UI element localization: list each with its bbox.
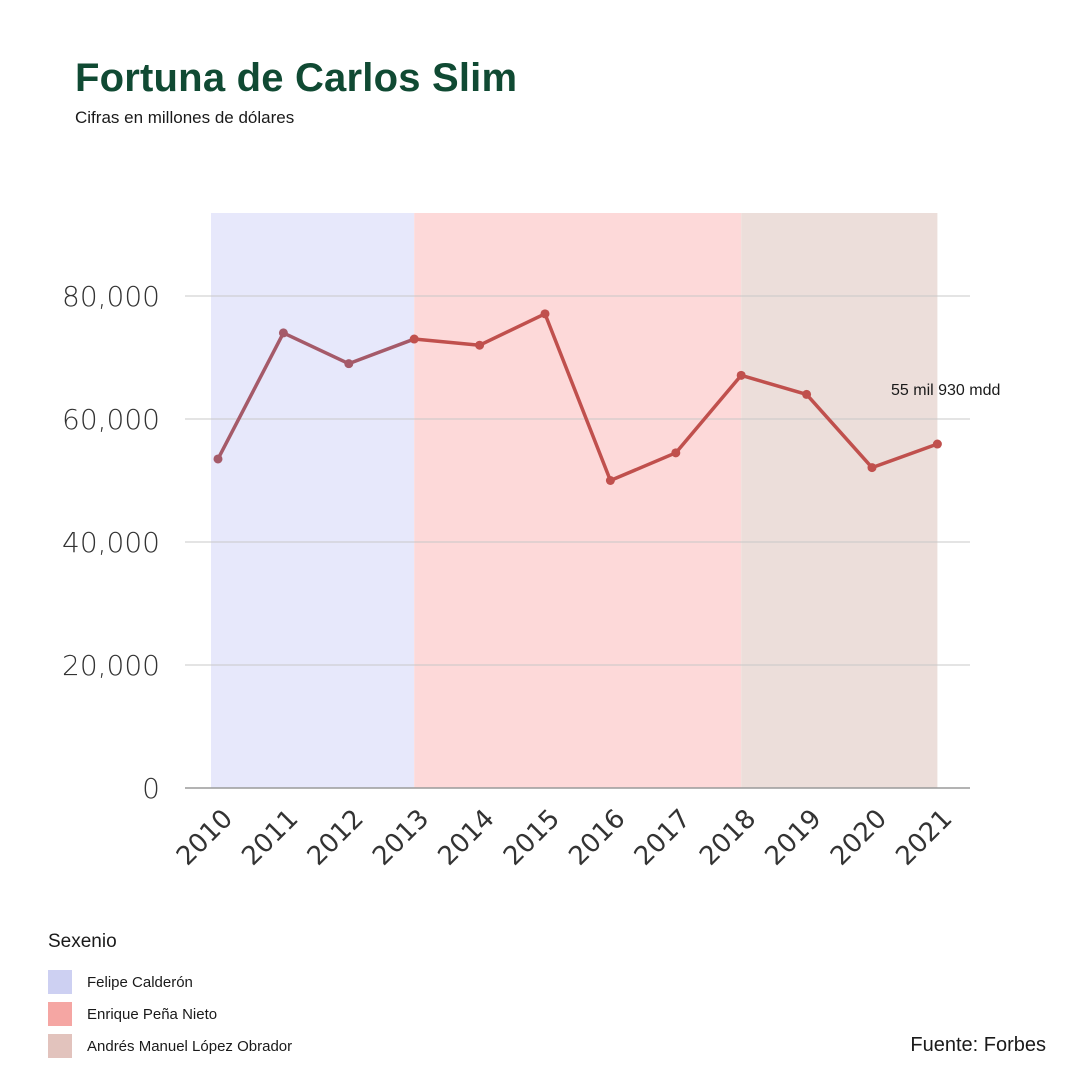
y-tick-label: 60,000 [62, 403, 160, 436]
grid-lines [185, 295, 970, 789]
series-line-segment [412, 337, 482, 347]
annotation-label: 55 mil 930 mdd [891, 382, 1000, 399]
x-tick-label: 2013 [367, 804, 435, 872]
x-tick-label: 2016 [563, 804, 631, 872]
data-point [671, 448, 681, 458]
series-line-segment [281, 331, 351, 366]
data-point [867, 463, 877, 473]
source-note: Fuente: Forbes [910, 1034, 1046, 1056]
legend-label: Felipe Calderón [87, 973, 193, 991]
series-line-segment [674, 373, 743, 455]
y-tick-label: 0 [142, 772, 160, 805]
period-band [414, 213, 742, 788]
series-line-segment [477, 312, 547, 347]
x-axis-ticks: 2010201120122013201420152016201720182019… [171, 804, 958, 872]
series-line-segment [804, 392, 874, 470]
data-point [278, 328, 288, 338]
chart-title: Fortuna de Carlos Slim [75, 56, 518, 100]
legend-swatch [48, 1034, 72, 1058]
x-tick-label: 2011 [236, 804, 304, 872]
legend-title: Sexenio [48, 931, 117, 952]
legend-swatch [48, 1002, 72, 1026]
data-point [540, 309, 550, 319]
x-tick-label: 2010 [171, 804, 239, 872]
data-point [213, 454, 223, 464]
data-point [932, 439, 942, 449]
series-line-segment [543, 312, 613, 483]
series-line-segment [870, 442, 940, 470]
x-tick-label: 2017 [629, 804, 697, 872]
x-tick-label: 2020 [825, 804, 893, 872]
period-band [741, 213, 938, 788]
y-tick-label: 20,000 [62, 649, 160, 682]
y-tick-label: 40,000 [62, 526, 160, 559]
chart-subtitle: Cifras en millones de dólares [75, 108, 295, 127]
legend-item-calderon: Felipe Calderón [48, 970, 193, 994]
legend-label: Enrique Peña Nieto [87, 1005, 218, 1023]
x-tick-label: 2021 [890, 804, 958, 872]
legend-swatch [48, 970, 72, 994]
x-tick-label: 2012 [302, 804, 370, 872]
x-tick-label: 2014 [433, 804, 501, 872]
y-tick-label: 80,000 [62, 280, 160, 313]
series-line-segment [216, 331, 286, 461]
annotations: 55 mil 930 mdd [891, 382, 1000, 399]
data-point [802, 389, 812, 399]
y-axis-ticks: 0 20,000 40,000 60,000 80,000 [62, 280, 160, 805]
series-line-segment [347, 337, 416, 366]
period-bands [211, 213, 938, 788]
data-point [475, 340, 485, 350]
data-point [344, 359, 354, 369]
x-tick-label: 2018 [694, 804, 762, 872]
legend-item-pena-nieto: Enrique Peña Nieto [48, 1002, 217, 1026]
x-tick-label: 2019 [760, 804, 828, 872]
data-point [605, 476, 615, 485]
series-layer [213, 309, 942, 485]
legend-item-amlo: Andrés Manuel López Obrador [48, 1034, 292, 1058]
series-line-segment [739, 373, 809, 397]
data-point [736, 370, 746, 380]
data-point [409, 334, 419, 344]
period-band [211, 213, 415, 788]
x-tick-label: 2015 [498, 804, 566, 872]
series-line-segment [608, 451, 678, 483]
legend-label: Andrés Manuel López Obrador [87, 1037, 293, 1055]
